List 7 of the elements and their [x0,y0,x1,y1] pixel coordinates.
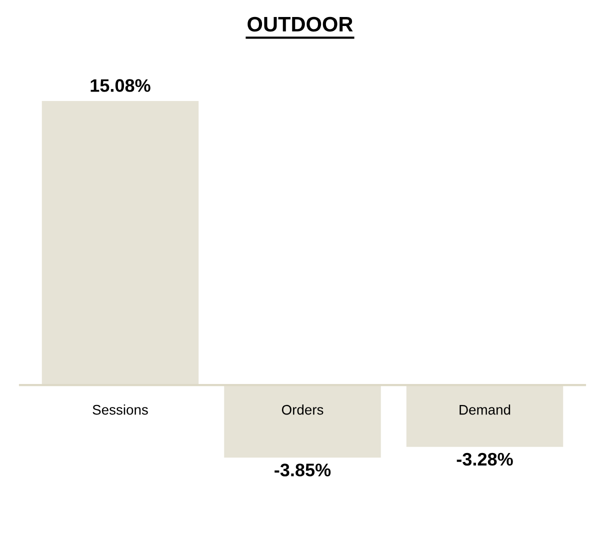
chart-title: OUTDOOR [248,16,353,32]
x-tick-label: Sessions [92,404,148,415]
x-tick-label: Orders [282,404,324,415]
data-label: -3.85% [274,464,331,476]
data-label: -3.28% [456,452,513,466]
x-tick-label: Demand [460,404,510,415]
data-label: 15.08% [90,79,150,92]
